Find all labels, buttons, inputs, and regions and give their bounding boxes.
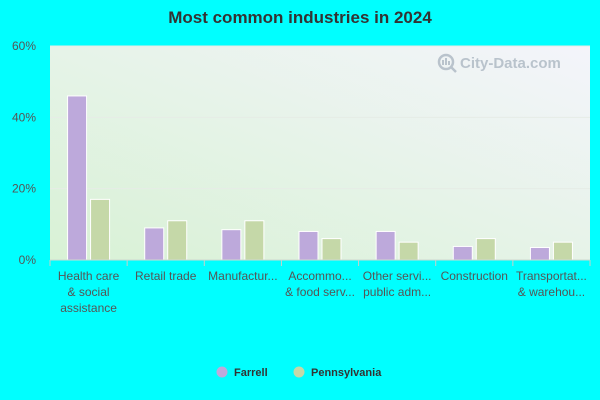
bar-farrell [529,247,550,261]
bar-farrell [144,227,165,261]
grid-layer [50,45,590,190]
bar-farrell [452,245,473,261]
category-label-line: & social [68,285,110,299]
bar-pennsylvania [167,220,188,261]
magnifier-chart-icon [437,53,457,73]
category-label-line: Transportat... [516,269,587,283]
category-label: Manufactur... [208,269,277,283]
legend-item-farrell: Farrell [216,366,268,379]
legend: Farrell Pennsylvania [216,366,382,379]
bar-pennsylvania [552,241,573,261]
y-tick-label: 40% [12,110,36,124]
category-label: Transportat... & warehou... [516,269,587,299]
category-label: Health care & social assistance [58,269,120,315]
bar-farrell [221,229,242,261]
category-label-line: Construction [441,269,508,283]
legend-swatch [293,366,305,378]
category-label-line: Accommo... [288,269,351,283]
bar-pennsylvania [475,238,496,261]
category-label: Construction [441,269,508,283]
category-label-line: public adm... [363,285,431,299]
bar-farrell [298,230,319,261]
bar-pennsylvania [321,238,342,261]
legend-label: Farrell [234,367,268,379]
bar-farrell [67,95,88,261]
bar-farrell [375,230,396,261]
legend-item-pennsylvania: Pennsylvania [293,366,382,379]
y-tick-label: 20% [12,182,36,196]
category-label-line: Health care [58,269,120,283]
axis-layer: 0% 20% 40% 60% Health care & social assistance… [12,39,591,315]
legend-label: Pennsylvania [311,367,382,379]
category-label: Other servi... public adm... [363,269,432,299]
bar-pennsylvania [244,220,265,261]
category-label-line: Manufactur... [208,269,277,283]
y-tick-label: 0% [19,253,37,267]
y-tick-label: 60% [12,39,36,53]
category-label-line: assistance [60,301,117,315]
category-label-line: & warehou... [518,285,585,299]
category-label: Retail trade [135,269,197,283]
watermark-text: City-Data.com [460,55,561,72]
category-label-line: Other servi... [363,269,432,283]
plot-area [50,46,590,260]
category-label-line: & food serv... [285,285,355,299]
category-label: Accommo... & food serv... [285,269,355,299]
category-label-line: Retail trade [135,269,197,283]
legend-swatch [216,366,228,378]
watermark: City-Data.com [437,53,561,73]
chart-title: Most common industries in 2024 [168,8,432,27]
bar-pennsylvania [90,198,111,261]
bar-pennsylvania [398,241,419,261]
